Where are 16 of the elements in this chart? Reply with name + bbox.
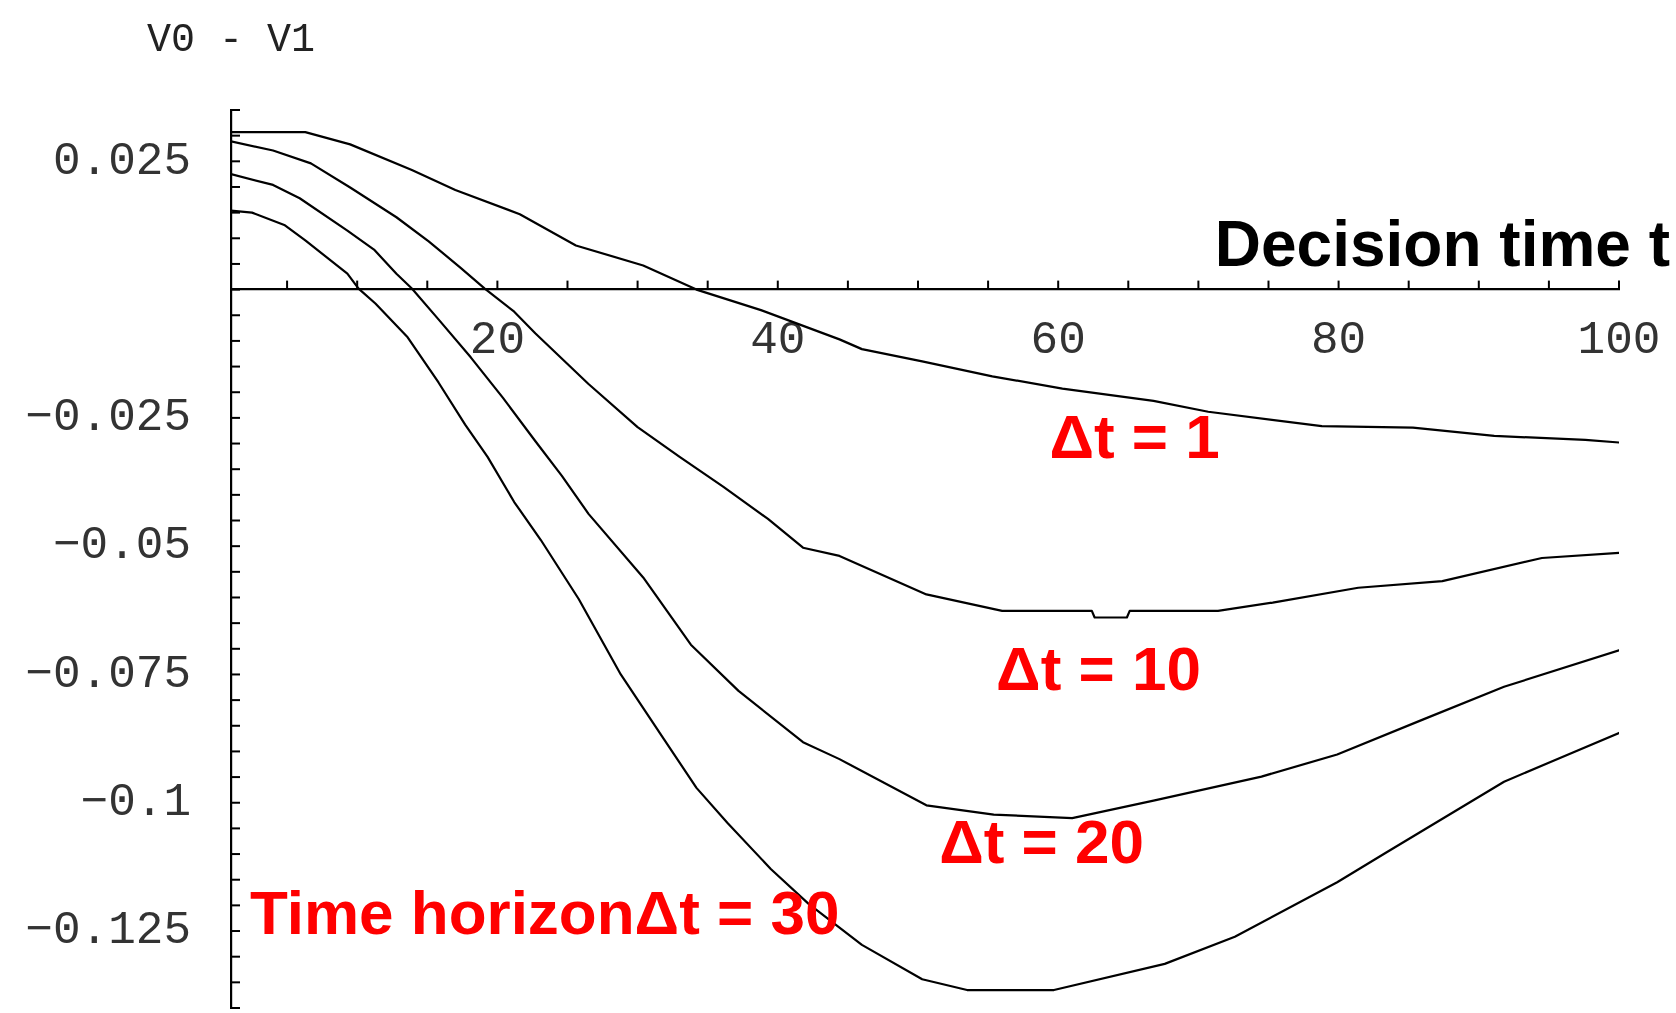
x-tick-label: 60 bbox=[1030, 315, 1086, 368]
series-label: Δt = 20 bbox=[939, 807, 1145, 877]
x-tick-label: 80 bbox=[1310, 315, 1367, 368]
x-tick-label: 20 bbox=[469, 315, 525, 368]
y-tick-label: −0.025 bbox=[25, 392, 191, 445]
y-tick-label: −0.075 bbox=[25, 648, 191, 701]
series-label: Δt = 1 bbox=[1049, 402, 1220, 472]
series-label: Δt = 10 bbox=[996, 634, 1201, 704]
y-tick-label: −0.05 bbox=[52, 520, 191, 573]
x-tick-label: 40 bbox=[750, 315, 806, 368]
y-tick-label: −0.1 bbox=[80, 776, 191, 829]
x-axis-title: Decision time t bbox=[1214, 207, 1670, 280]
y-tick-label: 0.025 bbox=[52, 135, 191, 188]
y-axis-title: V0 - V1 bbox=[146, 18, 316, 63]
y-tick-label: −0.125 bbox=[25, 905, 191, 958]
x-tick-label: 100 bbox=[1577, 315, 1661, 368]
